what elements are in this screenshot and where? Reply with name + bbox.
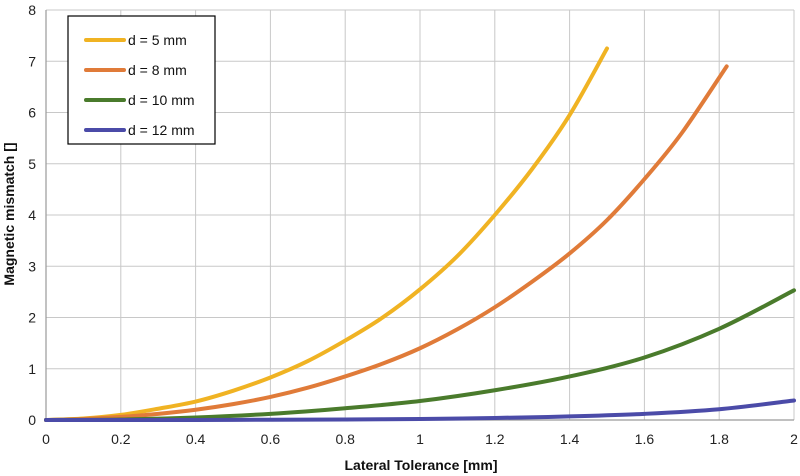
- x-tick-label: 0.2: [111, 431, 131, 447]
- x-tick-label: 0.4: [186, 431, 206, 447]
- x-tick-label: 1.8: [709, 431, 729, 447]
- series-line-d12: [44, 398, 796, 423]
- x-tick-label: 1.4: [560, 431, 580, 447]
- series-lines: [44, 46, 796, 423]
- legend-item-d12: d = 12 mm: [128, 122, 195, 138]
- x-tick-label: 2: [790, 431, 798, 447]
- legend-box: [67, 15, 216, 145]
- x-tick-label: 1: [416, 431, 424, 447]
- y-tick-label: 3: [28, 258, 36, 274]
- x-tick-label: 0.6: [261, 431, 281, 447]
- y-tick-label: 7: [28, 53, 36, 69]
- legend-item-d10: d = 10 mm: [128, 92, 195, 108]
- series-line-d8: [44, 64, 729, 422]
- y-tick-label: 6: [28, 105, 36, 121]
- x-tick-label: 1.2: [485, 431, 505, 447]
- legend-item-d8: d = 8 mm: [128, 62, 187, 78]
- y-axis-title: Magnetic mismatch []: [1, 142, 17, 285]
- x-tick-label: 1.6: [635, 431, 655, 447]
- y-tick-label: 5: [28, 156, 36, 172]
- x-tick-label: 0: [42, 431, 50, 447]
- y-tick-label: 0: [28, 412, 36, 428]
- legend: d = 5 mm d = 8 mm d = 10 mm d = 12 mm: [67, 15, 216, 145]
- y-tick-label: 4: [28, 207, 36, 223]
- x-tick-label: 0.8: [335, 431, 355, 447]
- y-tick-label: 1: [28, 361, 36, 377]
- legend-item-d5: d = 5 mm: [128, 32, 187, 48]
- y-tick-label: 2: [28, 310, 36, 326]
- series-line-d5: [44, 46, 609, 422]
- y-tick-label: 8: [28, 2, 36, 18]
- x-axis-title: Lateral Tolerance [mm]: [344, 457, 497, 473]
